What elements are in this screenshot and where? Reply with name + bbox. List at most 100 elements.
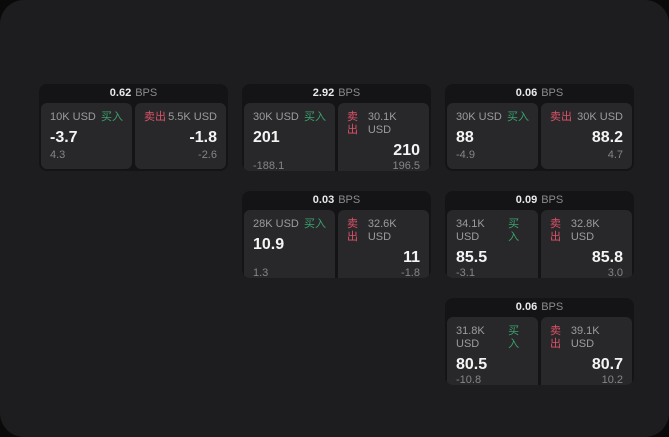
bps-value: 0.06	[515, 301, 538, 313]
buy-badge: 买入	[507, 111, 529, 123]
bps-value: 2.92	[312, 87, 335, 99]
buy-tile[interactable]: 30K USD 买入 201 -188.1	[244, 103, 335, 171]
buy-badge: 买入	[101, 111, 123, 123]
sell-delta: 3.0	[607, 267, 623, 278]
buy-amount: 30K USD	[456, 111, 502, 123]
sell-amount: 30.1K USD	[367, 111, 397, 136]
buy-tile[interactable]: 31.8K USD 买入 80.5 -10.8	[447, 317, 538, 385]
sell-delta: 4.7	[607, 149, 623, 161]
sell-amount: 32.8K USD	[570, 218, 600, 243]
buy-tile[interactable]: 10K USD 买入 -3.7 4.3	[41, 103, 132, 169]
buy-delta: -3.1	[456, 267, 475, 278]
buy-tile[interactable]: 30K USD 买入 88 -4.9	[447, 103, 538, 169]
sell-price: -1.8	[189, 129, 217, 146]
quote-tiles: 30K USD 买入 88 -4.9 卖出 30K USD 88.2 4.7	[447, 103, 632, 169]
quotes-grid: 0.62 BPS 10K USD 买入 -3.7 4.3 卖出 5.5K USD…	[39, 84, 634, 385]
bps-unit-label: BPS	[541, 301, 564, 313]
sell-amount: 5.5K USD	[168, 111, 217, 123]
sell-tile-header: 卖出 39.1K USD	[550, 325, 623, 351]
quote-card: 2.92 BPS 30K USD 买入 201 -188.1 卖出 30.1K …	[242, 84, 431, 171]
buy-amount: 34.1K USD	[456, 218, 485, 243]
quote-card: 0.09 BPS 34.1K USD 买入 85.5 -3.1 卖出 32.8K…	[445, 191, 634, 278]
card-header: 0.62 BPS	[39, 84, 228, 103]
quote-card: 0.62 BPS 10K USD 买入 -3.7 4.3 卖出 5.5K USD…	[39, 84, 228, 171]
sell-price: 80.7	[591, 356, 623, 373]
buy-badge: 买入	[304, 111, 326, 123]
sell-tile[interactable]: 卖出 39.1K USD 80.7 10.2	[541, 317, 632, 385]
sell-price: 11	[403, 249, 420, 266]
buy-delta: -10.8	[456, 374, 482, 385]
quote-card: 0.06 BPS 30K USD 买入 88 -4.9 卖出 30K USD 8…	[445, 84, 634, 171]
bps-unit-label: BPS	[338, 194, 361, 206]
sell-badge: 卖出	[550, 111, 572, 123]
quote-tiles: 28K USD 买入 10.9 1.3 卖出 32.6K USD 11 -1.8	[244, 210, 429, 278]
bps-unit-label: BPS	[541, 87, 564, 99]
buy-tile[interactable]: 28K USD 买入 10.9 1.3	[244, 210, 335, 278]
sell-tile-header: 卖出 30.1K USD	[347, 111, 420, 137]
sell-tile-header: 卖出 32.6K USD	[347, 218, 420, 244]
sell-price: 210	[393, 142, 420, 159]
bps-value: 0.06	[515, 87, 538, 99]
sell-tile[interactable]: 卖出 30.1K USD 210 196.5	[338, 103, 429, 171]
buy-tile-header: 28K USD 买入	[253, 218, 326, 231]
buy-price: 80.5	[456, 356, 488, 373]
buy-amount: 10K USD	[50, 111, 96, 123]
sell-delta: -2.6	[198, 149, 217, 161]
buy-tile-header: 34.1K USD 买入	[456, 218, 529, 244]
buy-badge: 买入	[508, 325, 520, 350]
bps-unit-label: BPS	[135, 87, 158, 99]
sell-price: 88.2	[591, 129, 623, 146]
card-header: 0.03 BPS	[242, 191, 431, 210]
buy-badge: 买入	[304, 218, 326, 230]
buy-price: 10.9	[253, 236, 285, 253]
sell-tile[interactable]: 卖出 30K USD 88.2 4.7	[541, 103, 632, 169]
buy-delta: -4.9	[456, 149, 475, 161]
card-header: 0.06 BPS	[445, 298, 634, 317]
buy-amount: 31.8K USD	[456, 325, 485, 350]
sell-tile-header: 卖出 5.5K USD	[144, 111, 217, 124]
buy-price: -3.7	[50, 129, 78, 146]
sell-badge: 卖出	[550, 218, 561, 243]
buy-price: 88	[456, 129, 474, 146]
sell-badge: 卖出	[347, 218, 358, 243]
sell-amount: 32.6K USD	[367, 218, 397, 243]
buy-tile-header: 30K USD 买入	[456, 111, 529, 124]
bps-unit-label: BPS	[338, 87, 361, 99]
sell-badge: 卖出	[550, 325, 561, 350]
card-header: 0.06 BPS	[445, 84, 634, 103]
bps-value: 0.09	[515, 194, 538, 206]
bps-unit-label: BPS	[541, 194, 564, 206]
sell-delta: 10.2	[601, 374, 623, 385]
buy-delta: 1.3	[253, 267, 269, 278]
bps-value: 0.03	[312, 194, 335, 206]
buy-tile[interactable]: 34.1K USD 买入 85.5 -3.1	[447, 210, 538, 278]
card-header: 2.92 BPS	[242, 84, 431, 103]
sell-badge: 卖出	[144, 111, 166, 123]
buy-tile-header: 31.8K USD 买入	[456, 325, 529, 351]
sell-amount: 39.1K USD	[570, 325, 600, 350]
bps-value: 0.62	[109, 87, 132, 99]
quote-tiles: 30K USD 买入 201 -188.1 卖出 30.1K USD 210 1…	[244, 103, 429, 171]
sell-tile[interactable]: 卖出 5.5K USD -1.8 -2.6	[135, 103, 226, 169]
quote-tiles: 34.1K USD 买入 85.5 -3.1 卖出 32.8K USD 85.8…	[447, 210, 632, 278]
quote-tiles: 10K USD 买入 -3.7 4.3 卖出 5.5K USD -1.8 -2.…	[41, 103, 226, 169]
buy-delta: 4.3	[50, 149, 66, 161]
card-header: 0.09 BPS	[445, 191, 634, 210]
buy-badge: 买入	[508, 218, 520, 243]
buy-tile-header: 10K USD 买入	[50, 111, 123, 124]
sell-badge: 卖出	[347, 111, 358, 136]
sell-tile-header: 卖出 30K USD	[550, 111, 623, 124]
quote-card: 0.03 BPS 28K USD 买入 10.9 1.3 卖出 32.6K US…	[242, 191, 431, 278]
sell-price: 85.8	[591, 249, 623, 266]
sell-delta: -1.8	[401, 267, 420, 278]
buy-price: 201	[253, 129, 280, 146]
sell-tile-header: 卖出 32.8K USD	[550, 218, 623, 244]
buy-delta: -188.1	[253, 160, 285, 171]
buy-tile-header: 30K USD 买入	[253, 111, 326, 124]
sell-tile[interactable]: 卖出 32.6K USD 11 -1.8	[338, 210, 429, 278]
quote-tiles: 31.8K USD 买入 80.5 -10.8 卖出 39.1K USD 80.…	[447, 317, 632, 385]
sell-delta: 196.5	[392, 160, 420, 171]
sell-tile[interactable]: 卖出 32.8K USD 85.8 3.0	[541, 210, 632, 278]
buy-price: 85.5	[456, 249, 488, 266]
